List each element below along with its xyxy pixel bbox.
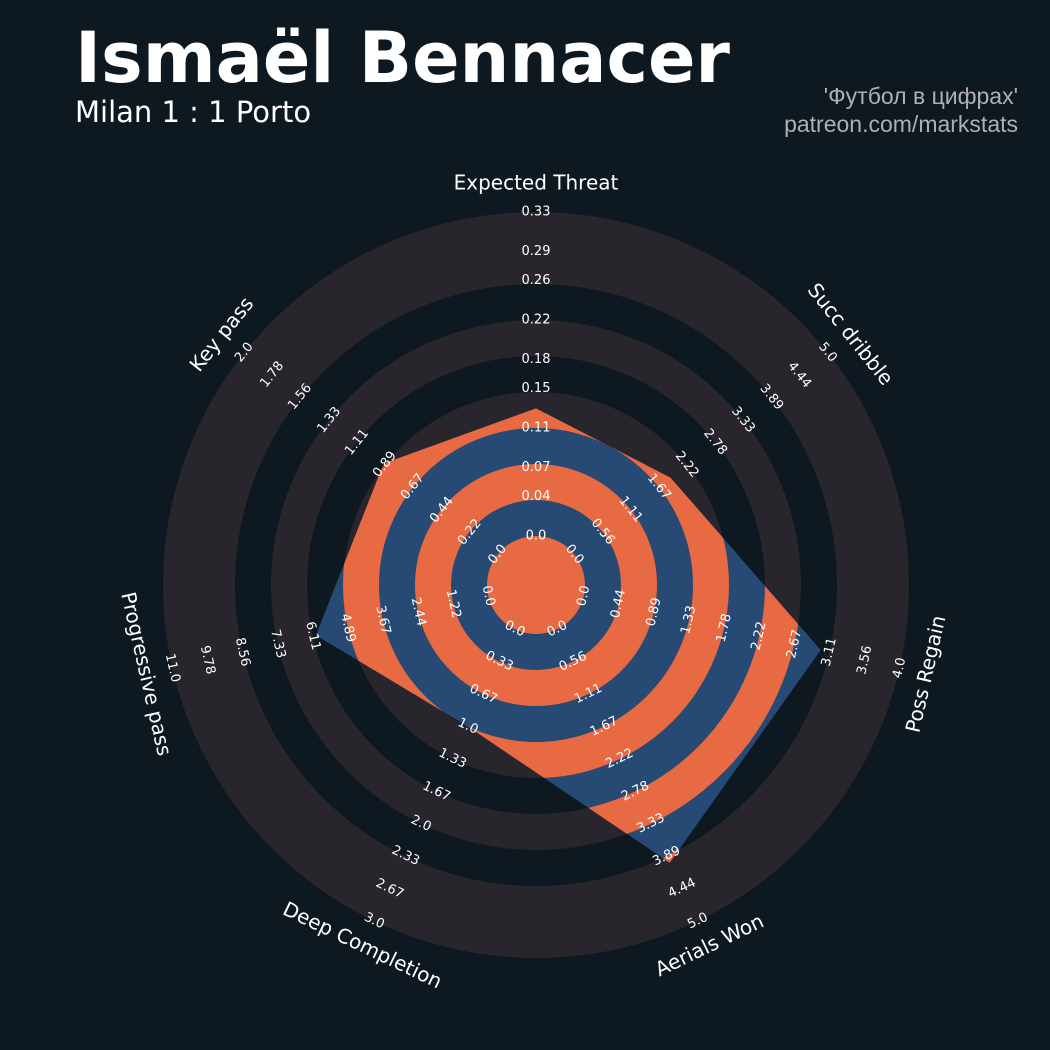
tick-label: 0.11: [522, 421, 551, 436]
tick-label: 9.78: [197, 644, 218, 676]
tick-label: 0.22: [522, 313, 551, 328]
tick-label: 2.67: [784, 628, 805, 660]
credit: patreon.com/markstats: [784, 111, 1018, 137]
tick-label: 6.11: [302, 620, 323, 652]
tick-label: 0.18: [522, 352, 551, 367]
tick-label: 3.67: [372, 604, 393, 636]
ring: [343, 408, 729, 778]
tick-label: 0.0: [526, 529, 547, 544]
tick-label: 1.33: [678, 604, 699, 636]
tick-label: 0.44: [608, 588, 629, 620]
tick-label: 0.15: [522, 381, 551, 396]
tick-label: 8.56: [232, 636, 253, 668]
tick-label: 0.26: [522, 273, 551, 288]
tick-label: 2.22: [749, 620, 770, 652]
tick-label: 0.89: [644, 596, 665, 628]
tick-label: 0.04: [522, 489, 551, 504]
axis-label: Expected Threat: [454, 171, 619, 195]
tick-label: 4.0: [890, 656, 909, 680]
credit: 'Футбол в цифрах': [824, 83, 1018, 109]
tick-label: 7.33: [267, 628, 288, 660]
tick-label: 0.33: [522, 205, 551, 220]
center-circle: [487, 536, 585, 634]
tick-label: 11.0: [162, 652, 183, 684]
tick-label: 0.0: [574, 584, 593, 608]
tick-label: 4.89: [337, 612, 358, 644]
ring: [271, 320, 801, 850]
tick-label: 0.29: [522, 244, 551, 259]
tick-label: 0.07: [522, 460, 551, 475]
tick-label: 0.0: [479, 584, 498, 608]
tick-label: 1.78: [714, 612, 735, 644]
ring: [415, 464, 657, 706]
tick-label: 3.56: [854, 644, 875, 676]
tick-label: 3.11: [819, 636, 840, 668]
ring: [163, 212, 909, 958]
chart-subtitle: Milan 1 : 1 Porto: [75, 95, 311, 129]
tick-label: 2.44: [408, 596, 429, 628]
tick-label: 1.22: [443, 588, 464, 620]
chart-title: Ismaël Bennacer: [75, 17, 730, 99]
